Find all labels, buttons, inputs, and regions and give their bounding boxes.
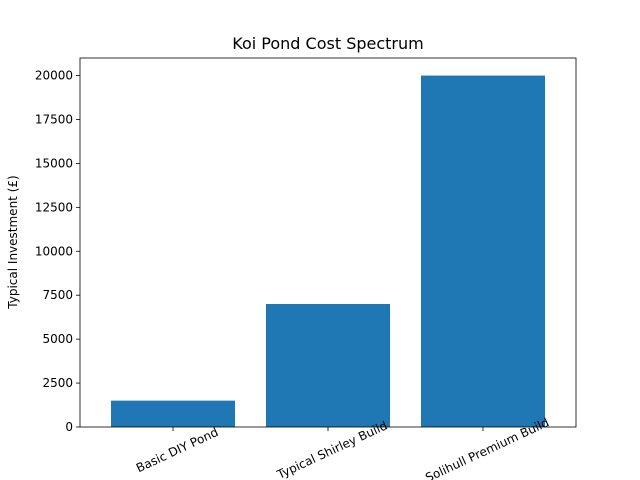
y-tick-label-5: 10000 (35, 244, 73, 258)
y-tick-label-8: 17500 (35, 113, 73, 127)
chart-title: Koi Pond Cost Spectrum (232, 34, 423, 53)
y-tick-label-3: 5000 (42, 332, 73, 346)
y-tick-label-2: 2500 (42, 376, 73, 390)
bar-1 (111, 400, 235, 427)
y-tick-label-9: 20000 (35, 69, 73, 83)
x-tick-label-1: Basic DIY Pond (134, 425, 220, 475)
y-axis-label: Typical Investment (£) (6, 175, 20, 309)
y-tick-label-1: 0 (65, 420, 73, 434)
y-tick-label-6: 12500 (35, 200, 73, 214)
y-tick-label-4: 7500 (42, 288, 73, 302)
x-tick-label-2: Typical Shirley Build (274, 418, 389, 480)
bar-2 (266, 304, 390, 427)
y-axis-ticks: 0 2500 5000 7500 10000 12500 15000 17500 20000 (35, 69, 80, 434)
y-tick-label-7: 15000 (35, 156, 73, 170)
bars-layer (111, 75, 545, 427)
bar-3 (421, 75, 545, 427)
